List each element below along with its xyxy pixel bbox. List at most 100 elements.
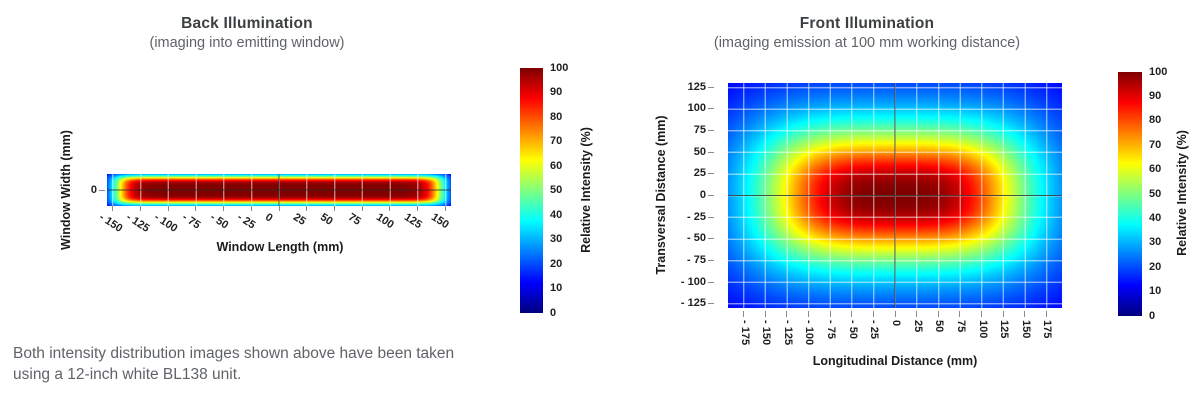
x-tick-mark <box>872 311 874 317</box>
x-tick-label: 150 <box>1019 320 1032 339</box>
colorbar-tick-label: 10 <box>1149 285 1162 298</box>
x-tick-mark <box>167 206 169 211</box>
y-tick-mark <box>99 189 105 191</box>
colorbar-tick-label: 10 <box>550 282 563 294</box>
y-tick-label: - 100 <box>680 275 706 288</box>
front-illumination-heatmap <box>728 83 1062 308</box>
y-tick-label: - 75 <box>687 253 706 266</box>
front-illumination-subtitle: (imaging emission at 100 mm working dist… <box>713 35 1021 51</box>
back-illumination-subtitle: (imaging into emitting window) <box>149 35 345 51</box>
x-tick-label: 0 <box>263 211 275 225</box>
y-tick-mark <box>708 303 714 305</box>
x-tick-mark <box>829 311 831 317</box>
x-tick-mark <box>195 206 197 211</box>
y-tick-label: 75 <box>693 124 706 137</box>
x-tick-label: - 100 <box>803 320 816 346</box>
x-tick-mark <box>807 311 809 317</box>
x-tick-label: 75 <box>954 320 967 333</box>
colorbar-tick-label: 80 <box>1149 114 1162 127</box>
colorbar-tick-label: 50 <box>1149 187 1162 200</box>
x-tick-mark <box>361 206 363 211</box>
x-tick-label: - 50 <box>846 320 859 339</box>
x-tick-mark <box>959 311 961 317</box>
caption: Both intensity distribution images shown… <box>13 344 454 385</box>
x-tick-label: 25 <box>290 211 308 228</box>
x-tick-mark <box>444 206 446 211</box>
colorbar-tick-label: 0 <box>550 306 557 319</box>
x-tick-label: 175 <box>1041 320 1054 339</box>
caption-line-1: Both intensity distribution images shown… <box>13 345 455 362</box>
x-tick-mark <box>937 311 939 317</box>
y-tick-mark <box>708 259 714 261</box>
back-illumination-heatmap <box>107 174 451 206</box>
x-tick-label: 50 <box>318 211 336 228</box>
back-illumination-title: Back Illumination <box>181 15 313 32</box>
x-tick-mark <box>389 206 391 211</box>
y-tick-mark <box>708 216 714 218</box>
front-illumination-title: Front Illumination <box>799 15 935 32</box>
y-tick-label: - 125 <box>680 297 706 310</box>
y-tick-mark <box>708 195 714 196</box>
x-tick-mark <box>306 206 308 211</box>
x-tick-mark <box>1045 311 1047 317</box>
colorbar-tick-label: 40 <box>1149 211 1162 224</box>
x-tick-mark <box>333 206 335 211</box>
back-colorbar-label: Relative Intensity (%) <box>579 127 593 253</box>
x-tick-label: 125 <box>998 320 1011 339</box>
y-tick-label: 0 <box>90 183 97 196</box>
colorbar-tick-label: 90 <box>550 86 563 98</box>
x-tick-mark <box>1002 311 1004 317</box>
y-tick-mark <box>708 151 714 153</box>
x-tick-mark <box>764 311 766 317</box>
x-tick-mark <box>112 206 114 211</box>
x-tick-label: 75 <box>346 211 364 228</box>
colorbar-tick-label: 80 <box>550 110 563 123</box>
x-tick-label: - 175 <box>738 320 751 346</box>
colorbar-tick-label: 0 <box>1149 309 1156 322</box>
x-tick-label: - 125 <box>124 211 152 235</box>
x-tick-label: - 50 <box>207 211 230 232</box>
back-colorbar <box>520 68 543 313</box>
y-tick-label: - 50 <box>687 232 706 245</box>
x-tick-mark <box>894 311 896 317</box>
y-tick-label: - 25 <box>687 210 706 223</box>
x-tick-label: 125 <box>401 211 424 232</box>
x-tick-label: 25 <box>911 320 924 333</box>
x-tick-mark <box>786 311 788 317</box>
x-tick-label: - 75 <box>825 320 838 339</box>
front-colorbar <box>1118 72 1142 316</box>
x-tick-mark <box>851 311 853 317</box>
front-colorbar-label: Relative Intensity (%) <box>1175 130 1189 256</box>
y-tick-label: 50 <box>693 145 706 158</box>
colorbar-tick-label: 100 <box>1149 65 1168 78</box>
colorbar-tick-label: 50 <box>550 184 563 196</box>
x-tick-mark <box>278 206 280 211</box>
colorbar-tick-label: 20 <box>550 257 563 270</box>
x-tick-label: 150 <box>429 211 452 232</box>
colorbar-tick-label: 30 <box>1149 236 1162 249</box>
x-tick-label: - 100 <box>152 211 180 235</box>
y-tick-label: 25 <box>693 167 706 180</box>
colorbar-tick-label: 90 <box>1149 89 1162 102</box>
colorbar-tick-label: 20 <box>1149 260 1162 273</box>
y-tick-mark <box>708 281 714 283</box>
y-tick-label: 100 <box>687 102 706 115</box>
x-tick-label: - 125 <box>781 320 794 346</box>
x-tick-label: 100 <box>976 320 989 339</box>
colorbar-tick-label: 100 <box>550 61 569 74</box>
x-tick-mark <box>916 311 918 317</box>
y-tick-label: 0 <box>699 189 706 201</box>
x-tick-mark <box>223 206 225 211</box>
colorbar-tick-label: 60 <box>550 159 563 172</box>
x-tick-mark <box>139 206 141 211</box>
x-tick-mark <box>743 311 745 317</box>
back-x-axis-label: Window Length (mm) <box>216 240 344 254</box>
colorbar-tick-label: 70 <box>1149 138 1162 151</box>
x-tick-label: - 150 <box>96 211 125 235</box>
colorbar-tick-label: 60 <box>1149 163 1162 176</box>
front-x-axis-label: Longitudinal Distance (mm) <box>812 354 978 368</box>
y-tick-mark <box>708 173 714 175</box>
x-tick-mark <box>1024 311 1026 317</box>
x-tick-mark <box>417 206 419 211</box>
